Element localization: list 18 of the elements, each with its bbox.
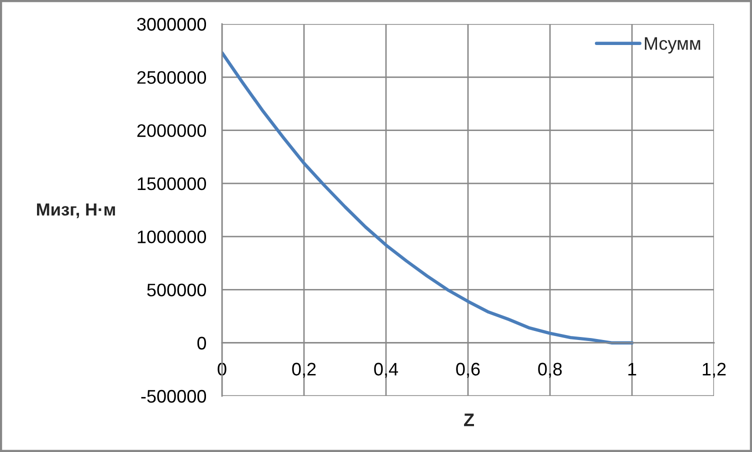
x-tick-label: 0,4 [374,362,398,378]
x-tick-label: 0,6 [456,362,480,378]
y-tick-label: 0 [197,336,206,350]
y-tick-label: 2500000 [137,71,206,84]
y-tick-label: 2000000 [137,124,206,138]
x-axis-title: Z [464,414,474,426]
y-tick-label: 3000000 [137,18,206,31]
y-tick-label: 1500000 [138,177,206,190]
y-tick-label: 1000000 [138,230,206,244]
x-tick-label: 1 [628,362,636,376]
x-tick-label: 0,2 [292,362,316,378]
y-tick-label: -500000 [141,390,206,403]
y-tick-label: 500000 [147,284,206,296]
legend-label: Мсумм [644,37,700,54]
x-tick-label: 1,2 [702,362,726,378]
y-axis-title: Мизг, Н·м [37,204,115,218]
line-series [222,51,634,344]
x-tick-label: 0,8 [538,362,562,378]
